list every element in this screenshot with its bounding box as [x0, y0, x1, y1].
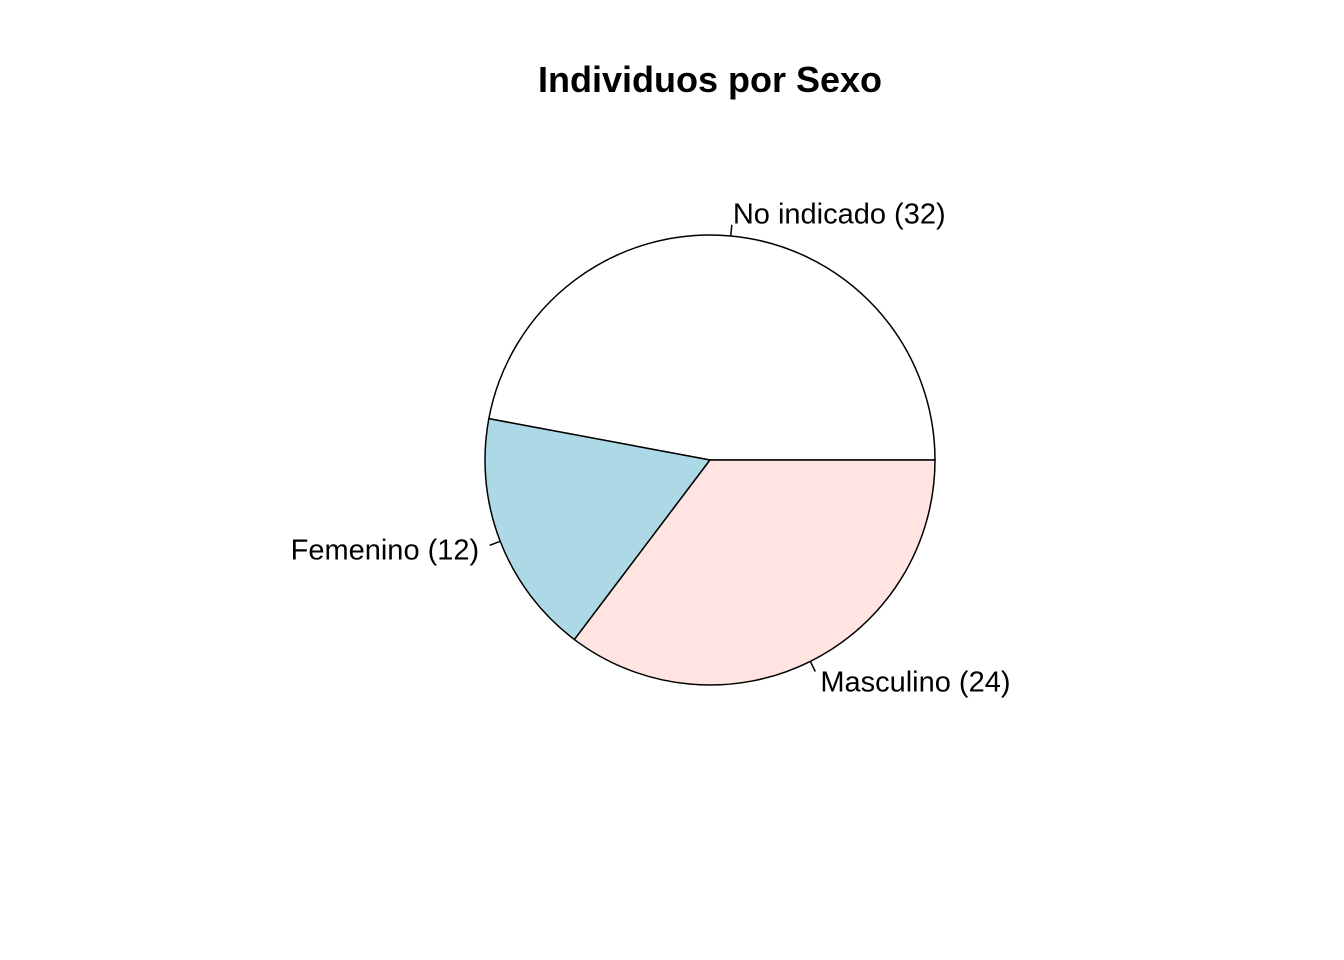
- chart-title: Individuos por Sexo: [538, 59, 882, 100]
- pie-slice-label: Masculino (24): [820, 667, 1010, 699]
- pie-slice-no-indicado: [487, 234, 936, 461]
- pie-label-tick: [809, 661, 816, 672]
- pie-slice-label: No indicado (32): [733, 199, 946, 231]
- pie-labels: No indicado (32) Femenino (12) Masculino (…: [291, 199, 1011, 699]
- pie-slice-label: Femenino (12): [291, 534, 480, 566]
- pie-label-tick: [489, 540, 501, 547]
- pie-label-tick: [730, 224, 733, 237]
- pie-slices: [484, 234, 936, 686]
